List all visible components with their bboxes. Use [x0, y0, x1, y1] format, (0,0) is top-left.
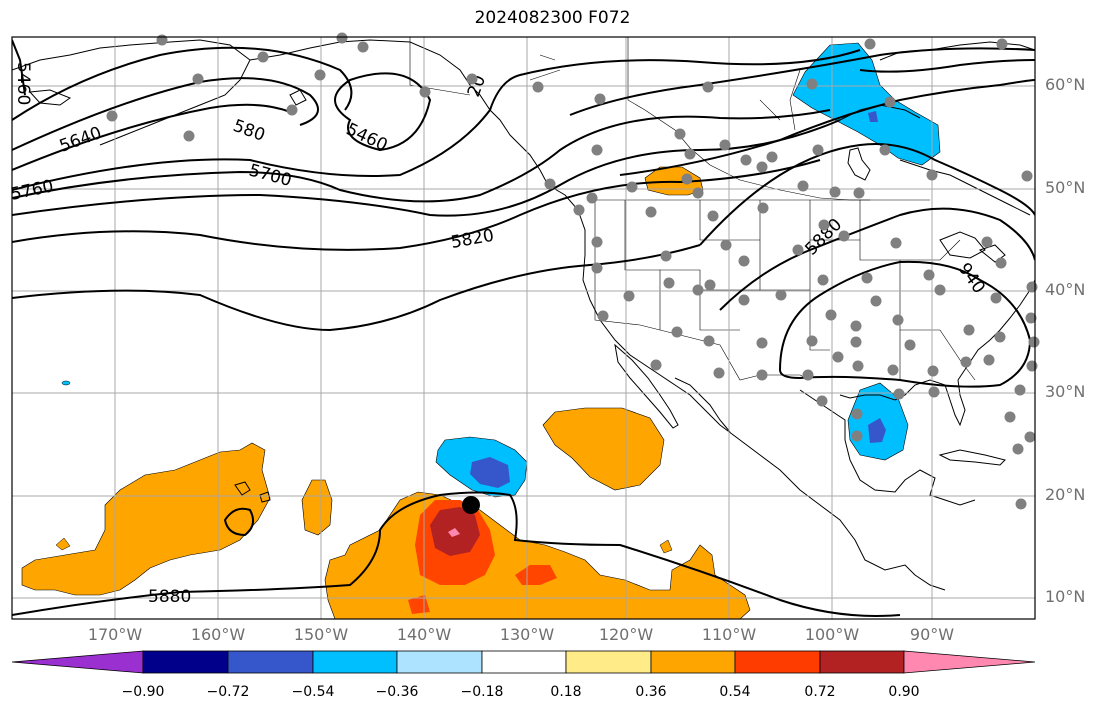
map-title: 2024082300 F072 [474, 8, 631, 28]
colorbar-under [11, 650, 144, 674]
lon-tick: 150°W [293, 625, 349, 644]
lon-tick: 140°W [396, 625, 452, 644]
lon-tick: 120°W [598, 625, 654, 644]
anomaly-shading [21, 42, 941, 619]
coastlines [12, 39, 1035, 591]
contour-label: 5700 [247, 161, 294, 192]
colorbar-bin [312, 650, 398, 674]
colorbar-tick: −0.54 [291, 684, 335, 700]
lon-tick: 160°W [190, 625, 246, 644]
contour-label: 5760 [9, 176, 55, 205]
lon-tick: 100°W [804, 625, 860, 644]
lon-tick: 110°W [701, 625, 757, 644]
colorbar-bin [819, 650, 905, 674]
storm-center-marker [462, 496, 480, 514]
lat-tick: 50°N [1045, 178, 1086, 197]
lon-tick: 130°W [499, 625, 555, 644]
negative-anomaly-gulf-core [868, 418, 886, 443]
colorbar-tick: −0.90 [121, 684, 165, 700]
contour-label: 5820 [449, 226, 495, 253]
colorbar-bin [396, 650, 483, 674]
strong-positive-anomaly-2 [515, 565, 557, 585]
colorbar-tick: −0.18 [460, 684, 504, 700]
negative-anomaly-canada [792, 42, 941, 166]
positive-anomaly-mexico [542, 407, 665, 491]
lat-tick: 60°N [1045, 75, 1086, 94]
colorbar-tick: 0.54 [719, 684, 751, 700]
contour-label: 580 [230, 116, 267, 146]
positive-anomaly-tropical-band-3 [324, 491, 751, 619]
colorbar-tick: 0.72 [804, 684, 836, 700]
political-borders [409, 37, 976, 381]
colorbar-bin [650, 650, 736, 674]
negative-anomaly-canada-core [868, 111, 878, 122]
contour-labels: 5460 5640 580 5460 20 5760 5700 5820 588… [9, 62, 989, 607]
colorbar-tick: 0.90 [888, 684, 920, 700]
contour-label: 5460 [343, 119, 391, 155]
station-points [106, 32, 1040, 510]
colorbar-tick: 0.18 [550, 684, 582, 700]
contour-label: 5880 [148, 587, 191, 607]
contour-label: 940 [954, 259, 989, 297]
colorbar-bin [227, 650, 314, 674]
lat-tick: 40°N [1045, 280, 1086, 299]
negative-anomaly-pacific-core [470, 457, 510, 488]
extreme-positive-anomaly [448, 528, 460, 537]
lon-tick: 170°W [87, 625, 143, 644]
colorbar-bin [565, 650, 652, 674]
positive-anomaly-tropical-band-2 [301, 479, 333, 536]
lat-tick: 10°N [1045, 587, 1086, 606]
colorbar [11, 650, 1036, 674]
contour-label: 5460 [13, 62, 33, 105]
positive-anomaly-tropical-band [21, 442, 271, 596]
colorbar-bin [734, 650, 821, 674]
lat-tick: 20°N [1045, 485, 1086, 504]
colorbar-tick: 0.36 [635, 684, 667, 700]
colorbar-bin [481, 650, 567, 674]
colorbar-over [903, 650, 1036, 674]
lon-tick: 90°W [909, 625, 955, 644]
map-frame [11, 36, 1036, 620]
colorbar-bin [142, 650, 229, 674]
colorbar-tick: −0.36 [375, 684, 419, 700]
colorbar-tick: −0.72 [206, 684, 250, 700]
lat-tick: 30°N [1045, 382, 1086, 401]
graticule [12, 37, 1035, 619]
